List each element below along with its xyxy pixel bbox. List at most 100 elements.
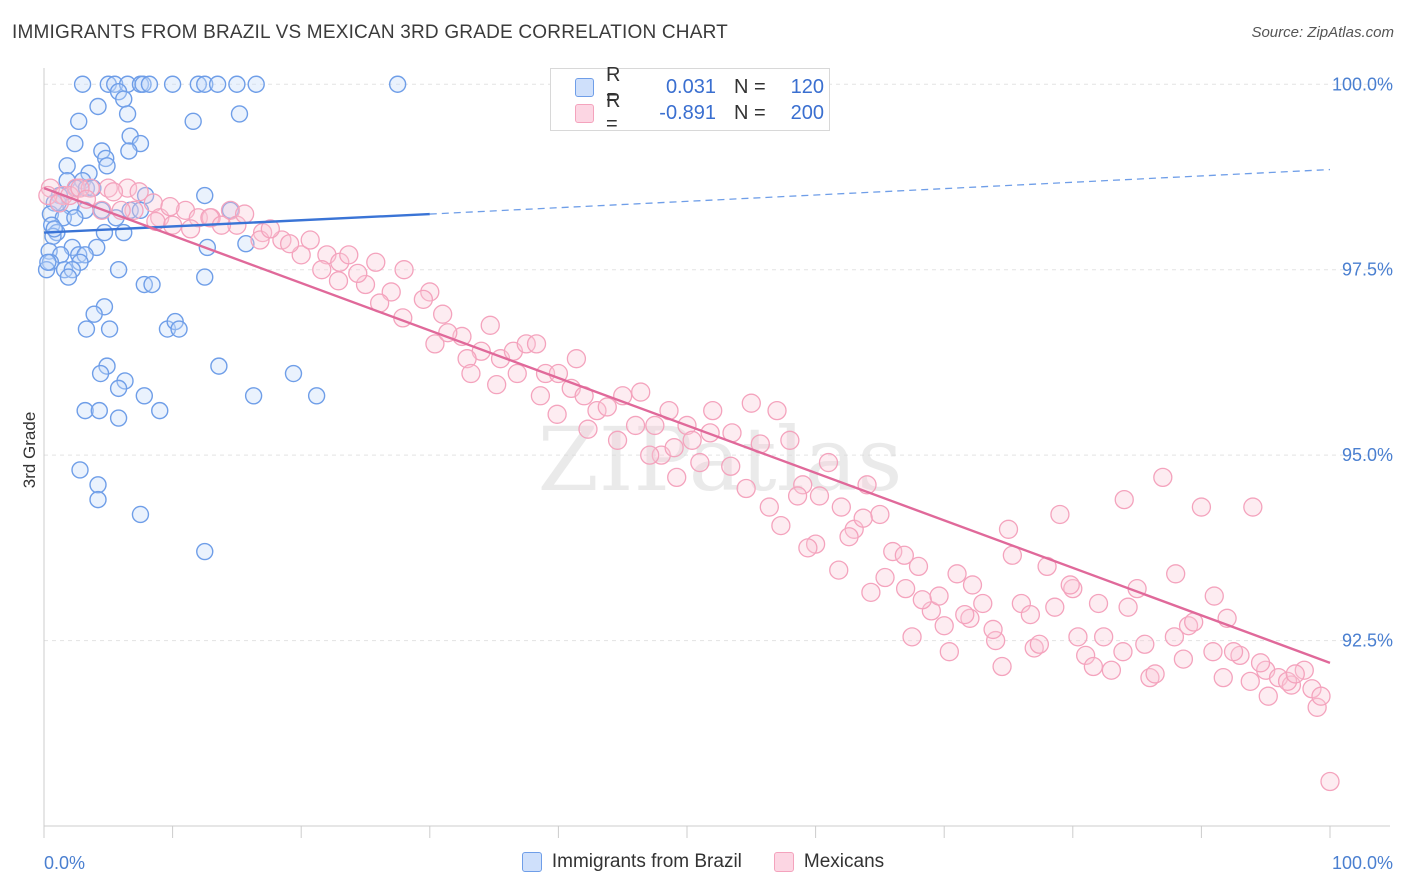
- mexicans-point: [640, 445, 660, 465]
- brazil-point: [134, 75, 152, 93]
- brazil-point: [210, 357, 228, 375]
- brazil-point: [73, 75, 92, 93]
- mexicans-point: [129, 182, 149, 202]
- mexicans-point: [1178, 616, 1199, 636]
- legend-row-mexicans: R = -0.891 N = 200: [575, 90, 824, 135]
- mexicans-point: [992, 656, 1012, 677]
- brazil-point: [307, 387, 326, 405]
- mexicans-point: [736, 478, 756, 499]
- mexicans-point: [1277, 671, 1298, 692]
- r-label: R =: [606, 90, 621, 135]
- mexicans-point: [1050, 504, 1070, 525]
- mexicans-point: [1083, 656, 1104, 677]
- n-label: N =: [734, 75, 766, 98]
- mexicans-point: [1088, 593, 1109, 614]
- mexicans-point: [461, 363, 481, 384]
- mexicans-point: [507, 363, 527, 384]
- mexicans-point: [780, 430, 800, 450]
- mexicans-point: [597, 397, 617, 417]
- legend-swatch-mexicans: [575, 103, 594, 123]
- brazil-trend-extension: [429, 168, 1331, 215]
- brazil-point: [131, 505, 150, 524]
- brazil-point: [100, 320, 119, 338]
- tick-labels: 92.5% 95.0% 97.5% 100.0% 0.0% 100.0%: [44, 74, 1393, 873]
- brazil-point: [208, 75, 227, 93]
- brazil-point: [115, 90, 133, 108]
- r-value: 0.031: [665, 75, 716, 98]
- brazil-point: [143, 275, 161, 294]
- brazil-trend-line: [43, 212, 430, 234]
- trend-lines: [43, 168, 1331, 664]
- mexicans-point: [480, 315, 500, 335]
- mexicans-point: [1285, 664, 1305, 684]
- mexicans-point: [1024, 638, 1044, 658]
- mexicans-point: [1114, 489, 1134, 510]
- brazil-point: [76, 401, 94, 420]
- mexicans-point: [355, 274, 376, 295]
- mexicans-point: [875, 567, 895, 588]
- mexicans-point: [809, 486, 830, 506]
- mexicans-point: [300, 230, 320, 250]
- brazil-point: [196, 268, 214, 286]
- mexicans-point: [1020, 604, 1041, 625]
- brazil-point: [135, 387, 154, 405]
- mexicans-point: [98, 178, 118, 198]
- mexicans-point: [587, 400, 607, 421]
- mexicans-point: [1223, 642, 1244, 662]
- mexicans-point: [530, 386, 551, 406]
- legend-item-mexicans: Mexicans: [773, 851, 884, 873]
- brazil-point: [95, 223, 114, 242]
- mexicans-point: [1307, 697, 1327, 717]
- mexicans-point: [1113, 642, 1133, 662]
- correlation-legend: R = 0.031 N = 120 R = -0.891 N = 200: [550, 64, 830, 135]
- mexicans-point: [771, 515, 791, 536]
- y-tick-label: 92.5%: [1342, 631, 1393, 651]
- mexicans-point: [664, 438, 684, 458]
- mexicans-point: [1320, 771, 1340, 792]
- mexicans-point: [829, 560, 849, 580]
- mexicans-point: [767, 400, 787, 421]
- mexicans-point: [947, 564, 967, 584]
- watermark: ZIPatlas: [538, 408, 903, 511]
- mexicans-point: [894, 545, 914, 565]
- mexicans-point: [1068, 627, 1088, 647]
- mexicans-point: [413, 289, 434, 310]
- mexicans-point: [962, 575, 983, 595]
- mexicans-point: [631, 382, 651, 402]
- mexicans-point: [1045, 597, 1065, 617]
- mexicans-point: [348, 263, 368, 284]
- mexicans-point: [667, 467, 687, 488]
- legend-row-brazil: R = 0.031 N = 120: [575, 64, 824, 109]
- n-label: N =: [734, 101, 766, 124]
- brazil-point: [85, 305, 103, 323]
- brazil-point: [284, 364, 303, 383]
- brazil-point: [66, 134, 84, 153]
- mexicans-point: [578, 419, 598, 439]
- mexicans-trend-line: [43, 186, 1331, 664]
- mexicans-point: [1140, 668, 1160, 688]
- mexicans-point: [902, 627, 922, 647]
- mexicans-point: [1094, 627, 1114, 647]
- mexicans-point: [870, 504, 890, 525]
- mexicans-point: [798, 538, 818, 558]
- series-legend: Immigrants from Brazil Mexicans: [0, 851, 1406, 873]
- mexicans-point: [625, 415, 646, 436]
- mexicans-point: [1213, 668, 1233, 688]
- mexicans-point: [1153, 467, 1173, 488]
- brazil-point: [115, 223, 133, 242]
- brazil-point: [109, 379, 128, 398]
- mexicans-point: [1204, 586, 1224, 606]
- n-value: 200: [790, 101, 824, 124]
- mexicans-point: [200, 208, 220, 228]
- mexicans-point: [607, 430, 628, 450]
- legend-swatch-brazil: [575, 77, 594, 97]
- mexicans-point: [793, 475, 813, 495]
- mexicans-point: [180, 219, 201, 239]
- mexicans-point: [433, 304, 453, 324]
- brazil-point: [109, 260, 128, 279]
- brazil-point: [140, 75, 159, 93]
- brazil-point: [228, 75, 246, 93]
- mexicans-point: [547, 404, 567, 424]
- mexicans-point: [983, 619, 1003, 640]
- mexicans-point: [831, 497, 851, 517]
